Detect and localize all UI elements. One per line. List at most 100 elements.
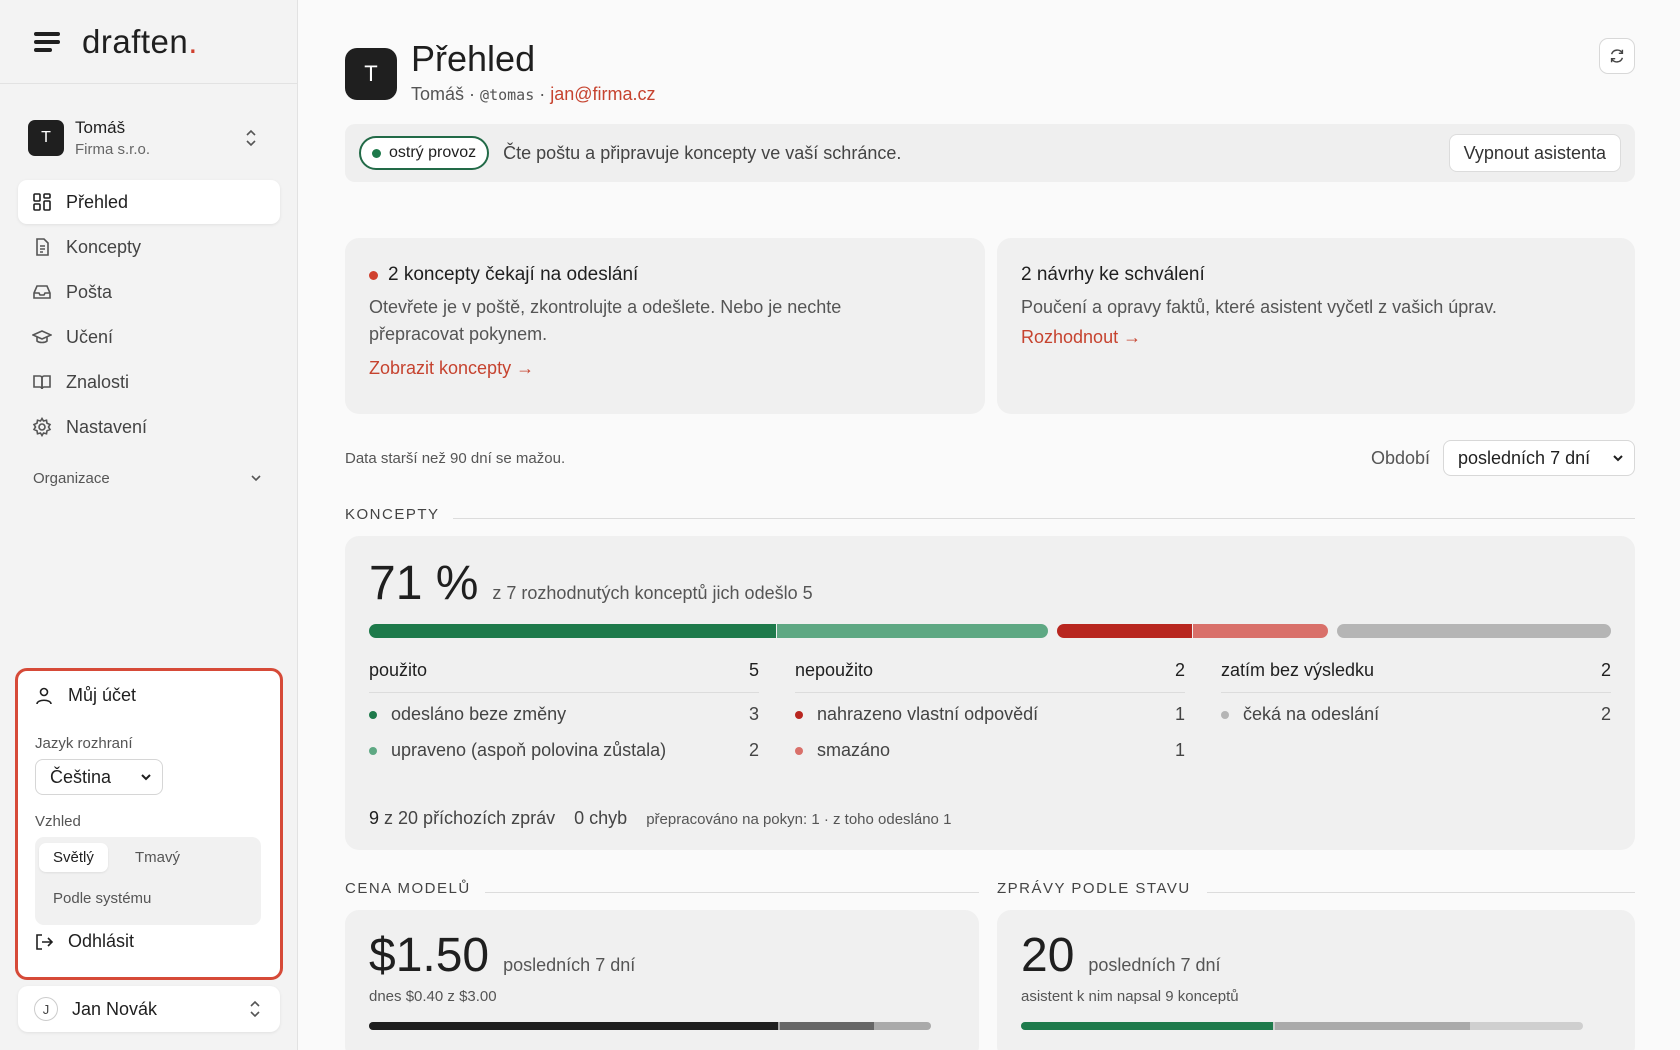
row-value: 2 (1600, 704, 1611, 724)
sidebar-item-label: Pošta (66, 281, 113, 302)
sidebar-item-prehled[interactable]: Přehled (18, 180, 280, 224)
menu-icon[interactable] (34, 31, 60, 52)
refresh-icon (1610, 49, 1624, 63)
bullet (1221, 710, 1229, 719)
row-value: 2 (748, 740, 759, 760)
theme-dark-option[interactable]: Tmavý (135, 849, 180, 866)
sidebar-item-label: Znalosti (66, 371, 130, 392)
cost-amount: $1.50 (369, 929, 490, 982)
row-value: 1 (1174, 740, 1185, 760)
group-used-header: použito 5 (369, 660, 759, 681)
cost-bar-used (369, 1022, 779, 1030)
group-unused-header: nepoužito 2 (795, 660, 1185, 681)
incoming-label: z 20 příchozích zpráv (384, 808, 556, 828)
separator: · (469, 84, 476, 104)
group-no-result-header: zatím bez výsledku 2 (1221, 660, 1611, 681)
assistant-status-bar: ostrý provoz Čte poštu a připravuje konc… (345, 124, 1635, 182)
sidebar-item-label: Nastavení (66, 416, 148, 437)
messages-count: 20 (1021, 929, 1075, 982)
bullet (795, 746, 803, 755)
group-count: 2 (1600, 660, 1611, 680)
group-title: nepoužito (795, 660, 874, 680)
divider (485, 892, 979, 893)
sidebar-item-label: Koncepty (66, 236, 142, 257)
refresh-button[interactable] (1599, 38, 1635, 74)
status-dot (372, 148, 381, 158)
language-value: Čeština (50, 766, 112, 787)
list-item: smazáno 1 (795, 740, 1185, 761)
reworked-note: přepracováno na pokyn: 1 · z toho odeslá… (646, 811, 952, 828)
language-select[interactable]: Čeština (35, 759, 163, 795)
org-switcher[interactable]: T Tomáš Firma s.r.o. (20, 112, 278, 164)
user-icon (36, 687, 52, 704)
user-menu-button[interactable]: J Jan Novák (18, 986, 280, 1032)
header-name: Tomáš (411, 84, 465, 104)
bar-segment-deleted (1193, 624, 1328, 638)
messages-card: 20 posledních 7 dní asistent k nim napsa… (997, 910, 1635, 1050)
divider (1221, 692, 1611, 693)
theme-light-option[interactable]: Světlý (39, 843, 108, 872)
pending-drafts-desc: Otevřete je v poště, zkontrolujte a odeš… (369, 297, 842, 344)
drafts-section-heading: KONCEPTY (345, 506, 440, 523)
list-item: upraveno (aspoň polovina zůstala) 2 (369, 740, 759, 761)
header-email-link[interactable]: jan@firma.cz (550, 84, 656, 104)
row-label: smazáno (817, 740, 891, 760)
period-label: Období (1370, 448, 1430, 468)
messages-period: posledních 7 dní (1088, 955, 1221, 975)
group-count: 5 (748, 660, 759, 680)
divider (453, 518, 1635, 519)
chevron-down-icon[interactable] (250, 473, 262, 483)
bar-segment-replaced (1057, 624, 1192, 638)
chevron-down-icon (141, 774, 151, 781)
account-menu-popup: Můj účet Jazyk rozhraní Čeština Vzhled S… (15, 668, 283, 980)
drafts-percent: 71 % (369, 557, 479, 610)
status-text: Čte poštu a připravuje koncepty ve vaší … (503, 142, 902, 163)
status-badge-label: ostrý provoz (389, 144, 477, 161)
cost-bar-segment (780, 1022, 874, 1030)
logout-item[interactable]: Odhlásit (34, 931, 134, 952)
theme-system-option[interactable]: Podle systému (53, 890, 152, 907)
messages-bar-segment (1274, 1022, 1470, 1030)
sidebar-item-koncepty[interactable]: Koncepty (18, 225, 280, 269)
status-badge: ostrý provoz (359, 136, 490, 170)
alert-dot (369, 270, 378, 280)
row-label: nahrazeno vlastní odpovědí (817, 704, 1039, 724)
sidebar-item-uceni[interactable]: Učení (18, 315, 280, 359)
header-subtitle: Tomáš · @tomas · jan@firma.cz (411, 84, 656, 105)
pending-drafts-card: 2 koncepty čekají na odeslání Otevřete j… (345, 238, 985, 414)
separator: · (539, 84, 546, 104)
messages-bar (1021, 1022, 1583, 1030)
inbox-icon (33, 285, 51, 299)
sidebar-item-nastaveni[interactable]: Nastavení (18, 405, 280, 449)
retention-note: Data starší než 90 dní se mažou. (345, 450, 566, 467)
decide-link[interactable]: Rozhodnout → (1021, 327, 1142, 347)
divider (795, 692, 1185, 693)
drafts-stats-card: 71 % z 7 rozhodnutých konceptů jich odeš… (345, 536, 1635, 850)
group-title: zatím bez výsledku (1221, 660, 1375, 680)
logo-row: draften. (0, 0, 297, 84)
row-label: upraveno (aspoň polovina zůstala) (391, 740, 667, 760)
list-item: nahrazeno vlastní odpovědí 1 (795, 704, 1185, 725)
bullet (795, 710, 803, 719)
sidebar-item-znalosti[interactable]: Znalosti (18, 360, 280, 404)
header-avatar: T (345, 48, 397, 100)
cost-period: posledních 7 dní (503, 955, 636, 975)
period-select[interactable]: posledních 7 dní (1443, 440, 1635, 476)
my-account-item[interactable]: Můj účet (34, 685, 136, 706)
my-account-label: Můj účet (68, 685, 137, 705)
org-name: Tomáš (75, 118, 126, 137)
logo[interactable]: draften. (82, 22, 198, 60)
divider (1207, 892, 1635, 893)
period-value: posledních 7 dní (1458, 447, 1591, 468)
messages-bar-drafted (1021, 1022, 1273, 1030)
org-company: Firma s.r.o. (75, 141, 151, 158)
sidebar: draften. T Tomáš Firma s.r.o. Přehled Ko… (0, 0, 298, 1050)
drafts-footer: 9 z 20 příchozích zpráv 0 chyb přepracov… (369, 808, 951, 829)
organization-section-toggle[interactable]: Organizace (33, 470, 110, 487)
show-drafts-link[interactable]: Zobrazit koncepty → (369, 358, 535, 378)
group-count: 2 (1174, 660, 1185, 680)
sidebar-item-posta[interactable]: Pošta (18, 270, 280, 314)
chevron-updown-icon (246, 129, 256, 147)
book-icon (33, 375, 51, 390)
disable-assistant-button[interactable]: Vypnout asistenta (1448, 134, 1621, 172)
